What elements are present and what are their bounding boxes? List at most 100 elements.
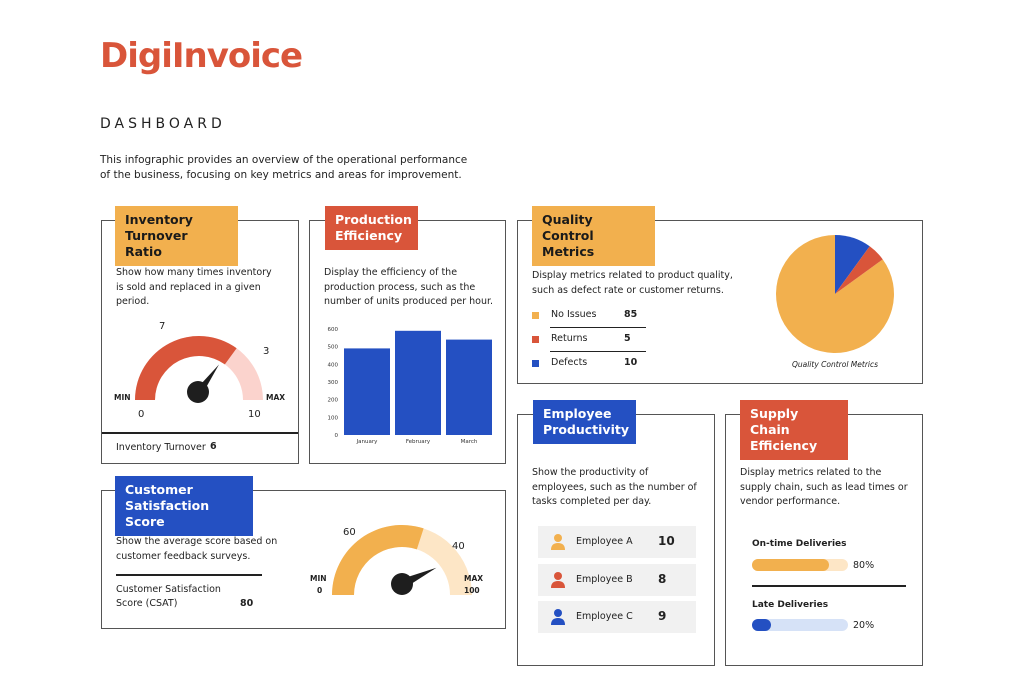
inventory-gauge-fill: [135, 335, 237, 400]
customer-gauge-hub: [391, 573, 413, 595]
inventory-divider: [102, 432, 298, 434]
customer-gauge-fill: [332, 525, 424, 595]
customer-gauge-max-value: 100: [464, 586, 480, 595]
ontime-progress-bar: [752, 559, 848, 571]
inventory-gauge-hub: [187, 381, 209, 403]
customer-gauge-remaining-label: 40: [452, 541, 465, 552]
quality-legend-divider: [550, 351, 646, 352]
employee-value: 9: [658, 609, 667, 623]
quality-legend-swatch: [532, 336, 539, 343]
late-label: Late Deliveries: [752, 600, 829, 610]
customer-metric-label-line2: Score (CSAT): [116, 598, 178, 609]
employee-description: Show the productivity of employees, such…: [532, 467, 697, 507]
inventory-gauge: 7 3 MIN MAX 0 10: [114, 321, 285, 420]
production-description: Display the efficiency of the production…: [324, 267, 494, 307]
quality-legend-divider: [550, 327, 646, 328]
bar-march: [446, 339, 492, 435]
employee-card: Show the productivity of employees, such…: [517, 414, 715, 666]
intro-text: This infographic provides an overview of…: [100, 154, 468, 181]
employee-name: Employee A: [576, 536, 633, 547]
inventory-footer-value: 6: [210, 441, 217, 452]
customer-gauge-filled-label: 60: [343, 527, 356, 538]
customer-description: Show the average score based on customer…: [116, 536, 278, 562]
quality-legend-returns: Returns 5: [532, 332, 652, 348]
employee-row-c: Employee C 9: [538, 601, 696, 633]
brand-logo: DigiInvoice: [100, 36, 303, 76]
y-tick-label: 500: [328, 345, 339, 351]
employee-title-line1: Employee: [543, 406, 612, 421]
inventory-description: Show how many times inventory is sold an…: [116, 267, 272, 307]
production-card: Display the efficiency of the production…: [309, 220, 506, 464]
customer-gauge-min-label: MIN: [310, 574, 327, 583]
y-tick-label: 0: [335, 433, 339, 439]
customer-title-line2: Satisfaction Score: [125, 498, 210, 529]
quality-legend-defects: Defects 10: [532, 356, 652, 372]
bar-january: [344, 348, 390, 435]
supply-description: Display metrics related to the supply ch…: [740, 467, 908, 507]
pie-slice-returns: [835, 246, 883, 294]
y-tick-label: 400: [328, 362, 339, 368]
supply-tag: Supply Chain Efficiency: [740, 400, 848, 460]
quality-legend-label: Returns: [551, 333, 588, 344]
y-tick-label: 200: [328, 398, 339, 404]
employee-name: Employee B: [576, 574, 633, 585]
quality-title-line1: Quality: [542, 212, 593, 227]
supply-title-line2: Efficiency: [750, 438, 818, 453]
customer-divider: [116, 574, 262, 576]
x-tick-label: March: [461, 439, 478, 445]
customer-gauge-min-value: 0: [317, 586, 322, 595]
inventory-footer-label: Inventory Turnover: [116, 442, 206, 453]
person-icon: [551, 534, 565, 550]
quality-legend-value: 5: [624, 333, 631, 344]
quality-legend-no-issues: No Issues 85: [532, 308, 652, 324]
inventory-title-line1: Inventory: [125, 212, 193, 227]
inventory-gauge-remaining-label: 3: [263, 346, 269, 357]
production-title-line2: Efficiency: [335, 228, 403, 243]
inventory-gauge-max-value: 10: [248, 409, 261, 420]
x-tick-label: January: [356, 439, 379, 445]
late-value: 20%: [853, 620, 875, 631]
supply-title-line1: Supply Chain: [750, 406, 799, 437]
quality-legend-swatch: [532, 360, 539, 367]
ontime-value: 80%: [853, 560, 875, 571]
quality-description: Display metrics related to product quali…: [532, 270, 733, 296]
page-title: DASHBOARD: [100, 116, 226, 132]
bar-february: [395, 330, 441, 435]
quality-legend-label: Defects: [551, 357, 588, 368]
x-tick-label: February: [406, 439, 431, 445]
customer-metric-value: 80: [240, 598, 254, 609]
inventory-title-line2: Turnover Ratio: [125, 228, 188, 259]
quality-legend-label: No Issues: [551, 309, 597, 320]
inventory-tag: Inventory Turnover Ratio: [115, 206, 238, 266]
customer-gauge: 60 40 MIN 0 MAX 100: [310, 525, 483, 595]
late-progress-fill: [752, 619, 772, 631]
pie-slice-defects: [835, 235, 870, 294]
y-tick-label: 100: [328, 415, 339, 421]
supply-divider: [752, 585, 906, 587]
customer-gauge-max-label: MAX: [464, 574, 483, 583]
quality-pie-caption: Quality Control Metrics: [791, 360, 879, 369]
production-tag: Production Efficiency: [325, 206, 418, 250]
inventory-gauge-filled-label: 7: [159, 321, 165, 332]
employee-value: 8: [658, 572, 667, 586]
production-title-line1: Production: [335, 212, 412, 227]
ontime-label: On-time Deliveries: [752, 539, 847, 549]
person-icon: [551, 609, 565, 625]
quality-legend-value: 85: [624, 309, 638, 320]
quality-tag: Quality Control Metrics: [532, 206, 655, 266]
quality-legend-value: 10: [624, 357, 638, 368]
quality-title-line2: Control Metrics: [542, 228, 595, 259]
customer-title-line1: Customer: [125, 482, 193, 497]
quality-legend-swatch: [532, 312, 539, 319]
employee-row-a: Employee A 10: [538, 526, 696, 558]
employee-title-line2: Productivity: [543, 422, 629, 437]
production-bar-chart: 0 100 200 300 400 500 600 January February March: [328, 327, 492, 445]
y-tick-label: 600: [328, 327, 339, 333]
ontime-progress-fill: [752, 559, 829, 571]
inventory-gauge-min-label: MIN: [114, 393, 131, 402]
employee-name: Employee C: [576, 611, 633, 622]
inventory-gauge-min-value: 0: [138, 409, 144, 420]
employee-tag: Employee Productivity: [533, 400, 636, 444]
inventory-gauge-max-label: MAX: [266, 393, 285, 402]
person-icon: [551, 572, 565, 588]
